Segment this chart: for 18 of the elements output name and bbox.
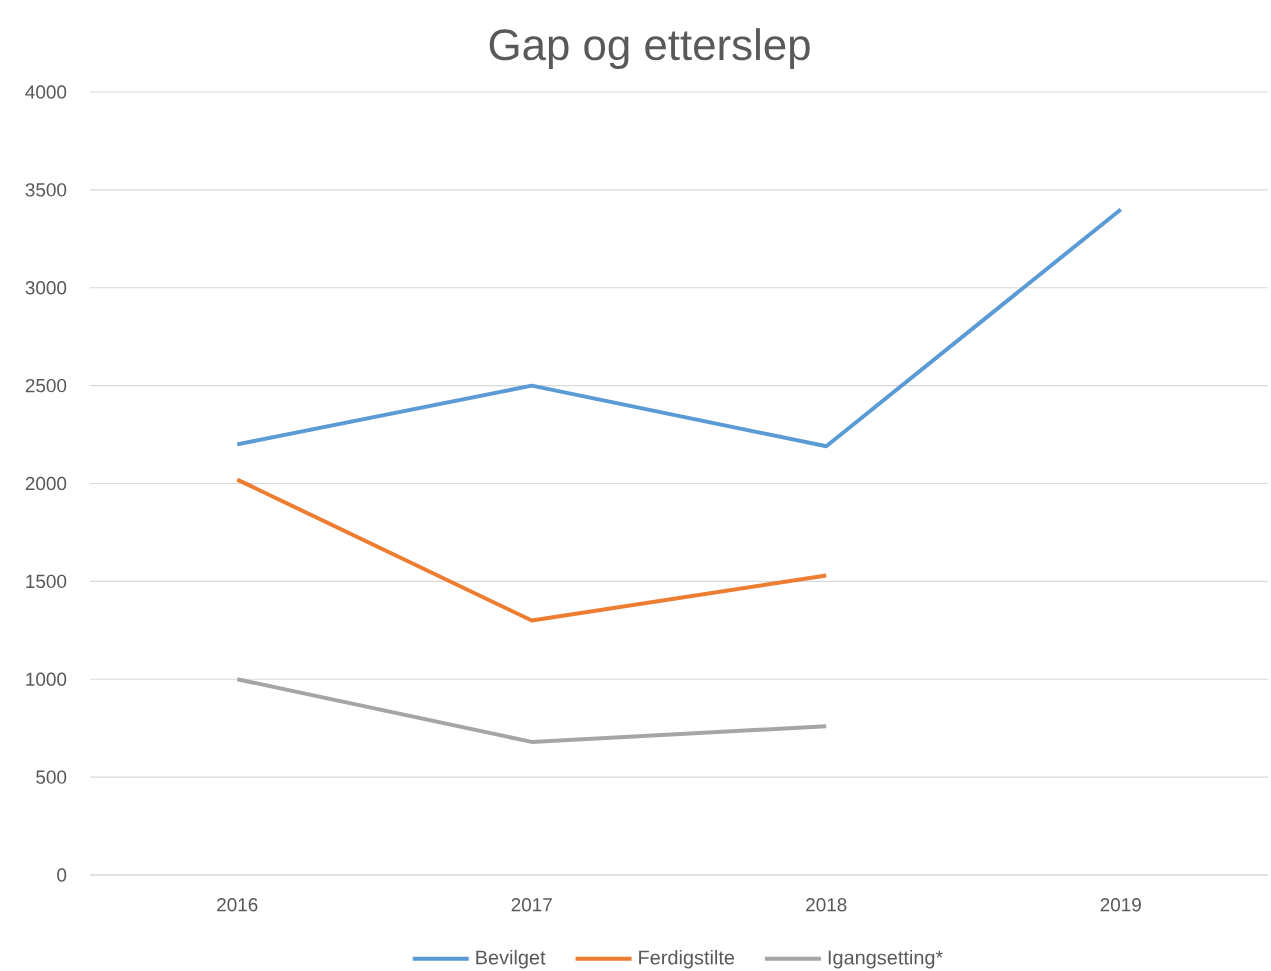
y-tick-label: 500	[36, 770, 67, 784]
x-tick-label: 2016	[217, 898, 258, 912]
y-tick-label: 1000	[26, 672, 67, 686]
y-tick-label: 2500	[25, 378, 67, 393]
y-tick-label: 2000	[25, 476, 67, 491]
chart-title: Gap og etterslep	[489, 28, 810, 69]
y-tick-label: 0	[57, 868, 67, 882]
x-tick-label: 2019	[1100, 898, 1141, 912]
legend-label: Bevilget	[476, 949, 546, 969]
line-series	[235, 207, 1123, 449]
y-tick-label: 4000	[25, 85, 67, 99]
legend-label: Ferdigstilte	[639, 949, 735, 969]
x-tick-label: 2018	[806, 898, 847, 912]
y-tick-label: 3500	[25, 183, 67, 197]
y-tick-label: 3000	[25, 281, 67, 295]
x-tick-label: 2017	[511, 898, 552, 912]
y-tick-label: 1500	[26, 574, 67, 589]
legend-label: Igangsetting*	[828, 949, 943, 969]
